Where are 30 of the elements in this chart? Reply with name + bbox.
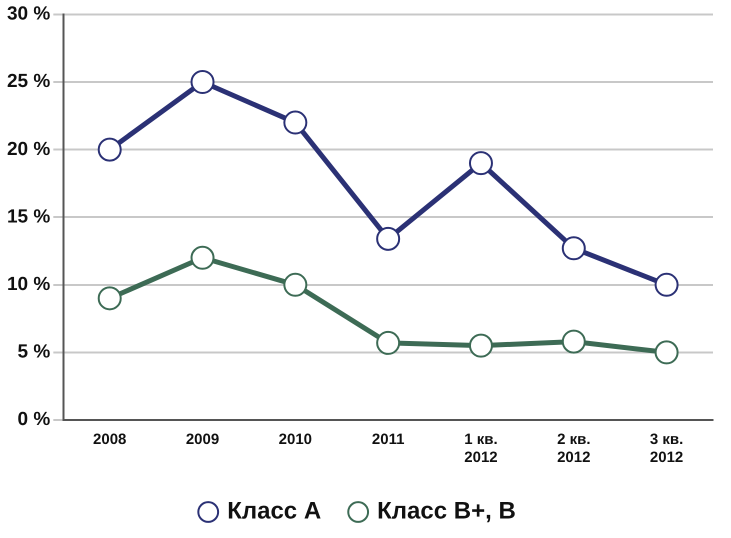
point <box>654 272 679 297</box>
y-tick-label: 25 % <box>6 71 50 92</box>
y-tick-label: 5 % <box>18 342 50 363</box>
y-tick-label: 15 % <box>6 206 50 228</box>
y-tick-label: 0 % <box>18 409 50 430</box>
point <box>562 330 586 354</box>
x-tick-label: 2 кв. 2012 <box>557 431 590 466</box>
point <box>283 272 308 297</box>
point <box>190 70 215 94</box>
point <box>98 286 122 310</box>
legend-label: Класс В+, В <box>377 498 516 525</box>
point <box>376 330 400 355</box>
y-tick-label: 30 % <box>6 4 50 25</box>
x-tick-label: 2011 <box>372 431 404 448</box>
point <box>562 236 586 260</box>
point <box>468 151 493 176</box>
x-tick-label: 1 кв. 2012 <box>464 431 498 466</box>
point <box>283 110 308 135</box>
x-tick-label: 2010 <box>278 431 312 448</box>
point <box>190 246 215 270</box>
point <box>376 226 400 251</box>
point <box>468 334 493 358</box>
point <box>654 340 679 364</box>
y-tick-label: 20 % <box>6 138 50 160</box>
x-tick-label: 2009 <box>186 431 220 448</box>
legend-label: Класс А <box>227 498 322 525</box>
x-tick-label: 3 кв. 2012 <box>650 431 684 466</box>
y-tick-label: 10 % <box>6 274 50 296</box>
point <box>98 138 122 162</box>
x-tick-label: 2008 <box>93 431 126 448</box>
